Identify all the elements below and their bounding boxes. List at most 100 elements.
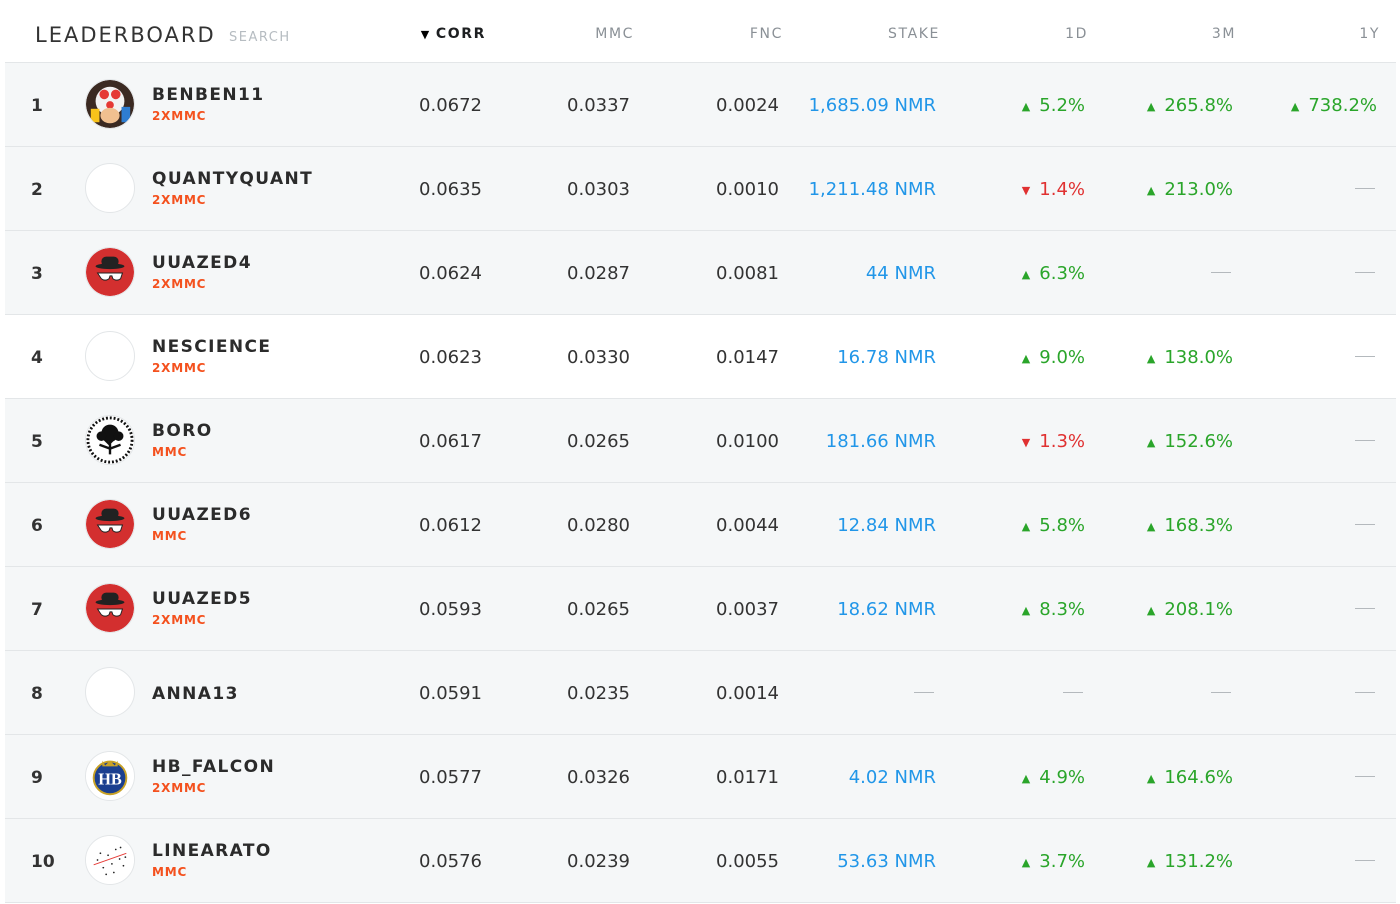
- column-header-1d[interactable]: 1D: [1065, 26, 1088, 42]
- table-row[interactable]: 6 UUAZED6 MMC 0.0612 0.0280 0.0044 12.84 NMR ▲ 5…: [5, 483, 1396, 567]
- trend-down-icon: ▼: [1021, 184, 1031, 197]
- blank-avatar-icon: [86, 668, 134, 716]
- column-header-1y[interactable]: 1Y: [1359, 26, 1380, 42]
- model-name-link[interactable]: UUAZED4: [152, 253, 252, 273]
- avatar[interactable]: [85, 163, 135, 213]
- stake-type-tag: MMC: [152, 865, 188, 879]
- stake-type-tag: 2XMMC: [152, 193, 207, 207]
- column-header-stake[interactable]: STAKE: [888, 26, 940, 42]
- stake-link[interactable]: 4.02 NMR: [848, 767, 936, 788]
- column-header-fnc[interactable]: FNC: [749, 26, 783, 42]
- blank-avatar-icon: [86, 332, 134, 380]
- avatar[interactable]: HB: [85, 751, 135, 801]
- return-d1-value: 5.2%: [1039, 95, 1085, 116]
- trend-down-icon: ▼: [1021, 436, 1031, 449]
- avatar[interactable]: [85, 79, 135, 129]
- return-m3-value: 152.6%: [1164, 431, 1233, 452]
- column-header-mmc[interactable]: MMC: [595, 26, 634, 42]
- model-name-link[interactable]: NESCIENCE: [152, 337, 272, 357]
- score-fnc: 0.0147: [716, 347, 779, 368]
- search-input[interactable]: SEARCH: [229, 30, 291, 45]
- avatar[interactable]: [85, 835, 135, 885]
- model-name-link[interactable]: BORO: [152, 421, 213, 441]
- table-row[interactable]: 5 BORO MMC 0.0617 0.0265 0.0100 181.66 NMR ▼ 1.3…: [5, 399, 1396, 483]
- score-mmc: 0.0287: [567, 263, 630, 284]
- table-row[interactable]: 8 ANNA13 0.0591 0.0235 0.0014: [5, 651, 1396, 735]
- blank-avatar-icon: [86, 164, 134, 212]
- table-row[interactable]: 7 UUAZED5 2XMMC 0.0593 0.0265 0.0037 18.62 NMR…: [5, 567, 1396, 651]
- table-row[interactable]: 4 NESCIENCE 2XMMC 0.0623 0.0330 0.0147 16.78 N…: [5, 315, 1396, 399]
- stake-link[interactable]: 53.63 NMR: [837, 851, 936, 872]
- stake-type-tag: 2XMMC: [152, 613, 207, 627]
- trend-up-icon: ▲: [1021, 772, 1031, 785]
- rank: 1: [31, 96, 43, 116]
- return-d1: ▲ 3.7%: [1022, 851, 1085, 872]
- score-corr: 0.0612: [419, 515, 482, 536]
- hat-glasses-avatar-icon: [86, 248, 134, 296]
- return-m3-value: 164.6%: [1164, 767, 1233, 788]
- hat-glasses-avatar-icon: [86, 584, 134, 632]
- avatar[interactable]: [85, 247, 135, 297]
- table-row[interactable]: 2 QUANTYQUANT 2XMMC 0.0635 0.0303 0.0010 1,211…: [5, 147, 1396, 231]
- score-mmc: 0.0337: [567, 95, 630, 116]
- return-d1: ▲ 4.9%: [1022, 767, 1085, 788]
- model-name-link[interactable]: QUANTYQUANT: [152, 169, 314, 189]
- model-name-link[interactable]: HB_FALCON: [152, 757, 276, 777]
- trend-up-icon: ▲: [1146, 520, 1156, 533]
- stake-link[interactable]: 16.78 NMR: [837, 347, 936, 368]
- stake-link[interactable]: 18.62 NMR: [837, 599, 936, 620]
- page-title: LEADERBOARD: [35, 23, 216, 47]
- score-fnc: 0.0100: [716, 431, 779, 452]
- toad-avatar-icon: [86, 80, 134, 128]
- model-name-link[interactable]: UUAZED6: [152, 505, 252, 525]
- stake-link[interactable]: 1,211.48 NMR: [808, 179, 936, 200]
- stake-link[interactable]: 44 NMR: [865, 263, 936, 284]
- return-m3: ▲ 265.8%: [1147, 95, 1233, 116]
- score-corr: 0.0591: [419, 683, 482, 704]
- score-fnc: 0.0037: [716, 599, 779, 620]
- avatar[interactable]: [85, 415, 135, 465]
- trend-up-icon: ▲: [1290, 100, 1300, 113]
- stake-link[interactable]: 181.66 NMR: [825, 431, 936, 452]
- return-m3: ▲ 138.0%: [1147, 347, 1233, 368]
- return-m3-value: 138.0%: [1164, 347, 1233, 368]
- column-header-corr[interactable]: ▼ CORR: [421, 26, 486, 42]
- return-d1-value: 1.3%: [1039, 431, 1085, 452]
- return-y1: ▲ 738.2%: [1291, 95, 1377, 116]
- score-mmc: 0.0265: [567, 599, 630, 620]
- table-row[interactable]: 10 LINEARATO MMC 0.0576 0.0239 0.0055 53.63 NM…: [5, 819, 1396, 903]
- model-name-link[interactable]: UUAZED5: [152, 589, 252, 609]
- return-m3: ▲ 208.1%: [1147, 599, 1233, 620]
- return-d1-value: 4.9%: [1039, 767, 1085, 788]
- trend-up-icon: ▲: [1021, 520, 1031, 533]
- stake-type-tag: MMC: [152, 445, 188, 459]
- empty-value-dash: [1355, 356, 1375, 357]
- avatar[interactable]: [85, 667, 135, 717]
- return-d1-value: 1.4%: [1039, 179, 1085, 200]
- avatar[interactable]: [85, 331, 135, 381]
- avatar[interactable]: [85, 583, 135, 633]
- empty-value-dash: [1355, 440, 1375, 441]
- return-m3-value: 265.8%: [1164, 95, 1233, 116]
- return-d1-value: 8.3%: [1039, 599, 1085, 620]
- return-m3-value: 208.1%: [1164, 599, 1233, 620]
- trend-up-icon: ▲: [1146, 436, 1156, 449]
- stake-link[interactable]: 1,685.09 NMR: [808, 95, 936, 116]
- model-name-link[interactable]: ANNA13: [152, 684, 239, 704]
- model-name-link[interactable]: LINEARATO: [152, 841, 272, 861]
- return-m3: ▲ 168.3%: [1147, 515, 1233, 536]
- empty-value-dash: [1063, 692, 1083, 693]
- trend-up-icon: ▲: [1146, 100, 1156, 113]
- scatter-avatar-icon: [86, 836, 134, 884]
- avatar[interactable]: [85, 499, 135, 549]
- column-header-3m[interactable]: 3M: [1211, 26, 1236, 42]
- table-row[interactable]: 9 HB HB_FALCON 2XMMC 0.0577 0.0326 0.0171 4.02 …: [5, 735, 1396, 819]
- trend-up-icon: ▲: [1146, 856, 1156, 869]
- table-row[interactable]: 3 UUAZED4 2XMMC 0.0624 0.0287 0.0081 44 NMR ▲ 6.…: [5, 231, 1396, 315]
- score-corr: 0.0672: [419, 95, 482, 116]
- stake-link[interactable]: 12.84 NMR: [837, 515, 936, 536]
- return-d1: ▼ 1.4%: [1022, 179, 1085, 200]
- rank: 2: [31, 180, 43, 200]
- model-name-link[interactable]: BENBEN11: [152, 85, 265, 105]
- table-row[interactable]: 1 BENBEN11 2XMMC 0.0672 0.0337 0.0024 1,685.09…: [5, 63, 1396, 147]
